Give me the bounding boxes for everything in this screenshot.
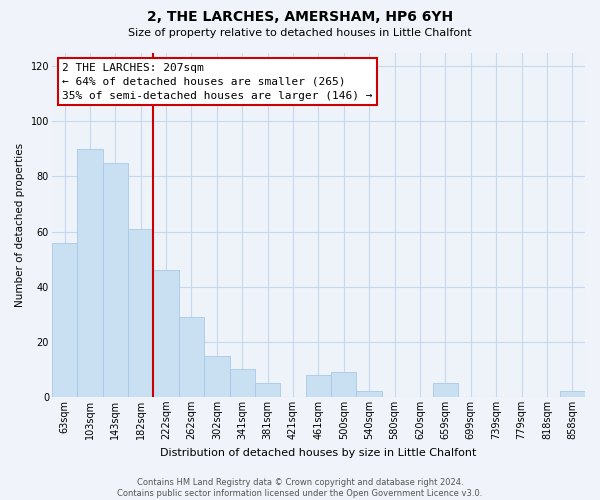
Bar — [154, 270, 179, 397]
Bar — [128, 229, 154, 397]
Bar — [560, 392, 585, 397]
Bar — [52, 242, 77, 397]
Text: 2, THE LARCHES, AMERSHAM, HP6 6YH: 2, THE LARCHES, AMERSHAM, HP6 6YH — [147, 10, 453, 24]
Text: Size of property relative to detached houses in Little Chalfont: Size of property relative to detached ho… — [128, 28, 472, 38]
Bar — [204, 356, 230, 397]
Bar — [331, 372, 356, 397]
X-axis label: Distribution of detached houses by size in Little Chalfont: Distribution of detached houses by size … — [160, 448, 476, 458]
Bar — [306, 375, 331, 397]
Bar — [179, 317, 204, 397]
Bar — [356, 392, 382, 397]
Bar — [77, 149, 103, 397]
Text: 2 THE LARCHES: 207sqm
← 64% of detached houses are smaller (265)
35% of semi-det: 2 THE LARCHES: 207sqm ← 64% of detached … — [62, 63, 373, 101]
Bar — [103, 162, 128, 397]
Bar — [255, 383, 280, 397]
Bar — [230, 370, 255, 397]
Y-axis label: Number of detached properties: Number of detached properties — [15, 142, 25, 307]
Bar — [433, 383, 458, 397]
Text: Contains HM Land Registry data © Crown copyright and database right 2024.
Contai: Contains HM Land Registry data © Crown c… — [118, 478, 482, 498]
